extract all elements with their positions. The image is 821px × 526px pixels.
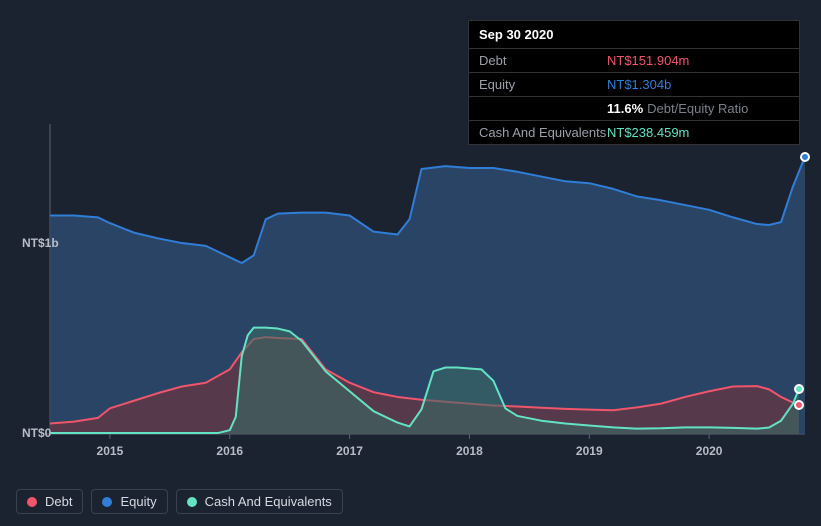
- series-end-marker: [794, 400, 804, 410]
- legend-label: Cash And Equivalents: [205, 494, 332, 509]
- chart-legend: Debt Equity Cash And Equivalents: [16, 489, 343, 514]
- x-tick-label: 2017: [336, 444, 363, 458]
- financials-area-chart: NT$1b NT$0 Sep 30 2020 Debt NT$151.904m …: [0, 0, 821, 526]
- legend-swatch-icon: [102, 497, 112, 507]
- legend-swatch-icon: [27, 497, 37, 507]
- tooltip-label: Equity: [479, 77, 607, 92]
- x-tick-label: 2019: [576, 444, 603, 458]
- tooltip-date: Sep 30 2020: [469, 21, 799, 48]
- x-tick-label: 2015: [97, 444, 124, 458]
- series-end-marker: [800, 152, 810, 162]
- series-end-marker: [794, 384, 804, 394]
- tooltip-value: 11.6%Debt/Equity Ratio: [607, 101, 748, 116]
- x-tick-label: 2016: [216, 444, 243, 458]
- legend-item-cash[interactable]: Cash And Equivalents: [176, 489, 343, 514]
- y-tick-label-top: NT$1b: [22, 236, 59, 250]
- chart-tooltip: Sep 30 2020 Debt NT$151.904m Equity NT$1…: [468, 20, 800, 145]
- tooltip-label: Debt: [479, 53, 607, 68]
- tooltip-label: [479, 101, 607, 116]
- tooltip-row-ratio: 11.6%Debt/Equity Ratio: [469, 96, 799, 120]
- tooltip-value: NT$151.904m: [607, 53, 689, 68]
- legend-item-debt[interactable]: Debt: [16, 489, 83, 514]
- legend-label: Debt: [45, 494, 72, 509]
- tooltip-value: NT$1.304b: [607, 77, 671, 92]
- legend-label: Equity: [120, 494, 156, 509]
- tooltip-row-debt: Debt NT$151.904m: [469, 48, 799, 72]
- tooltip-row-equity: Equity NT$1.304b: [469, 72, 799, 96]
- legend-swatch-icon: [187, 497, 197, 507]
- x-tick-label: 2020: [696, 444, 723, 458]
- legend-item-equity[interactable]: Equity: [91, 489, 167, 514]
- tooltip-value: NT$238.459m: [607, 125, 689, 140]
- tooltip-row-cash: Cash And Equivalents NT$238.459m: [469, 120, 799, 144]
- y-tick-label-bottom: NT$0: [22, 426, 51, 440]
- tooltip-label: Cash And Equivalents: [479, 125, 607, 140]
- x-tick-label: 2018: [456, 444, 483, 458]
